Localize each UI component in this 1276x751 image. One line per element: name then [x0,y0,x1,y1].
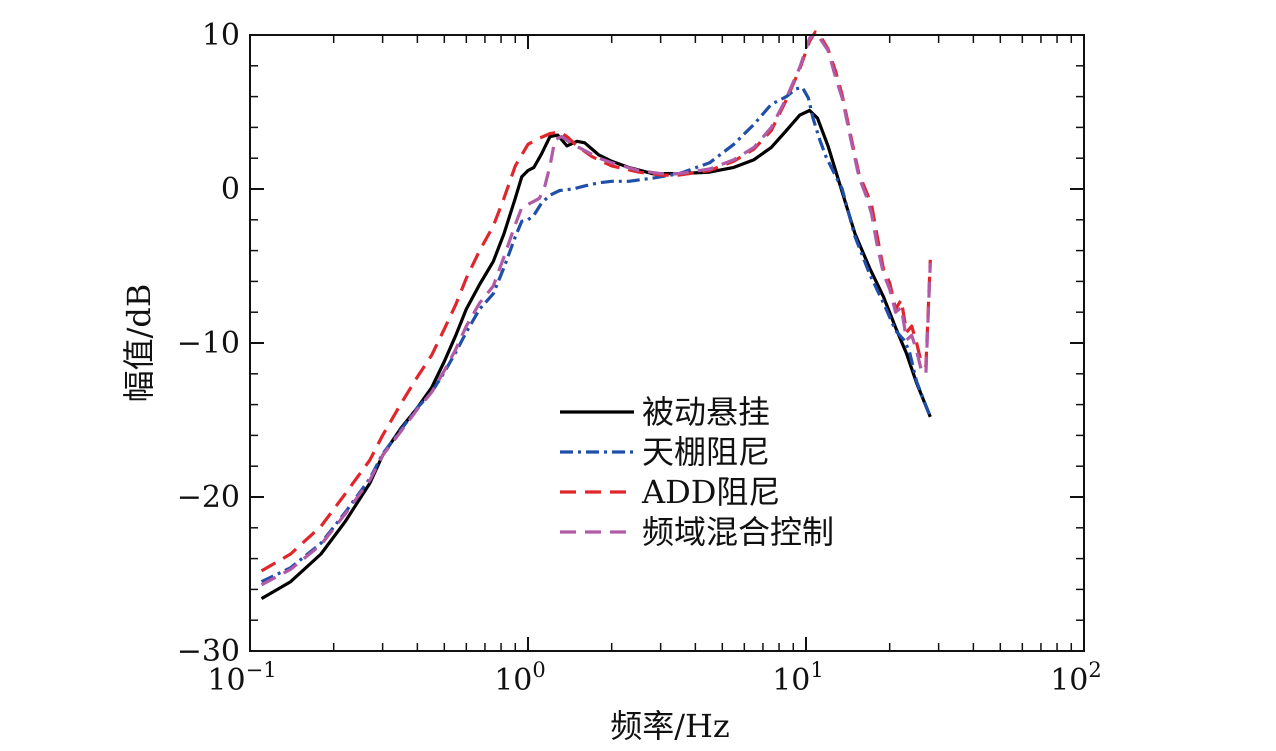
x-axis-label: 频率/Hz [610,707,730,745]
y-tick-label: −10 [177,326,240,361]
legend-label-2: 天棚阻尼 [642,433,770,471]
x-tick-base: 10 [772,663,810,698]
x-tick-label: 100 [494,658,546,698]
x-tick-label: 102 [1050,658,1102,698]
plot-frame [249,34,1085,652]
tick-layer [249,34,1085,652]
y-tick-label: −20 [177,480,240,515]
x-tick-label: 10−1 [207,658,276,698]
x-tick-exponent: 0 [532,658,545,682]
x-tick-base: 10 [494,663,532,698]
x-tick-exponent: 1 [810,658,823,682]
x-tick-base: 10 [1050,663,1088,698]
legend-label-3: ADD阻尼 [641,473,780,511]
series-layer [260,30,932,600]
y-tick-label: −30 [177,634,240,669]
y-tick-label: 10 [202,18,240,53]
x-tick-exponent: −1 [246,658,277,682]
x-tick-base: 10 [207,663,245,698]
legend-label-4: 频域混合控制 [642,513,834,551]
x-tick-label: 101 [772,658,824,698]
y-tick-label: 0 [221,172,240,207]
legend-label-1: 被动悬挂 [642,393,770,431]
series-line-4 [260,31,932,587]
y-axis-label: 幅值/dB [120,284,158,403]
series-line-3 [260,30,932,573]
series-line-1 [260,108,932,600]
x-tick-exponent: 2 [1088,658,1101,682]
series-line-2 [260,85,932,584]
